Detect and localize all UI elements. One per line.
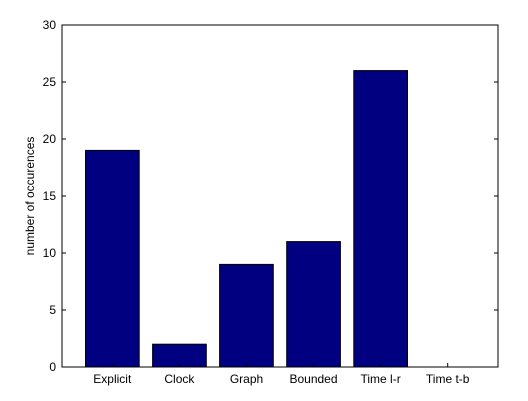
x-tick-label: Graph bbox=[230, 372, 263, 386]
x-ticks-group: Explicit Clock Graph Bounded Time l-r Time t-… bbox=[93, 363, 470, 386]
bar-explicit bbox=[85, 149, 140, 368]
x-tick-label: Explicit bbox=[93, 372, 132, 386]
x-tick-label: Bounded bbox=[289, 372, 337, 386]
y-tick-label: 0 bbox=[49, 360, 56, 374]
y-tick-label: 30 bbox=[43, 18, 57, 32]
x-tick-label: Time l-r bbox=[360, 372, 400, 386]
x-tick-label: Time t-b bbox=[426, 372, 470, 386]
bar-graph bbox=[219, 263, 274, 368]
y-tick-label: 5 bbox=[49, 303, 56, 317]
y-axis-label: number of occurences bbox=[23, 137, 37, 256]
bar-time-l-r bbox=[353, 70, 408, 368]
y-tick-label: 10 bbox=[43, 246, 57, 260]
y-tick-label: 25 bbox=[43, 75, 57, 89]
bar-bounded bbox=[286, 241, 341, 368]
x-tick-label: Clock bbox=[164, 372, 195, 386]
y-tick-label: 20 bbox=[43, 132, 57, 146]
y-ticks-group: 0 5 10 15 20 25 30 bbox=[43, 18, 498, 374]
y-tick-label: 15 bbox=[43, 189, 57, 203]
bars-group bbox=[85, 70, 408, 368]
